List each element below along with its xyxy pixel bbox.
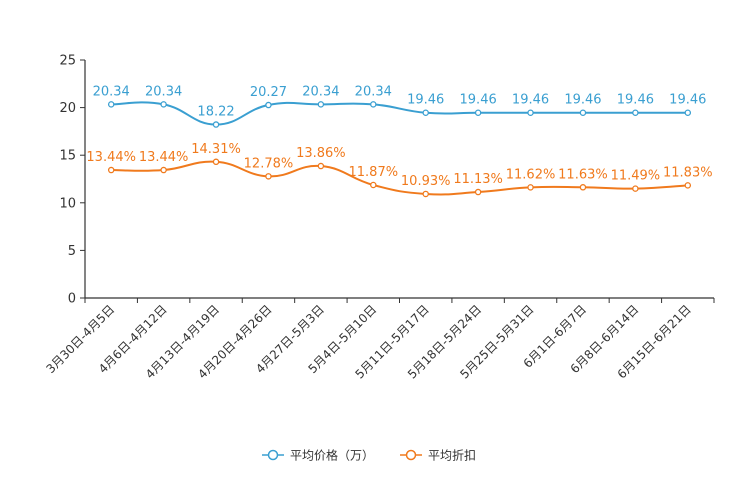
y-tick-label: 5 — [68, 244, 76, 259]
data-label: 19.46 — [564, 93, 601, 108]
data-point — [317, 162, 325, 170]
series-line-1 — [111, 101, 688, 126]
data-point — [422, 109, 429, 116]
data-label: 12.78% — [244, 156, 294, 171]
legend-swatch-marker — [267, 449, 279, 461]
data-point — [632, 185, 639, 192]
data-point — [579, 109, 587, 116]
data-label: 13.44% — [139, 150, 189, 165]
data-point — [579, 184, 587, 191]
data-point — [527, 109, 534, 116]
y-tick-label: 0 — [68, 292, 76, 307]
y-tick-label: 25 — [59, 54, 76, 69]
data-point — [107, 101, 115, 108]
data-point — [370, 181, 377, 189]
data-label: 20.34 — [145, 84, 182, 99]
data-point — [212, 158, 220, 166]
data-point — [527, 184, 534, 191]
data-point — [684, 109, 692, 116]
data-label: 13.44% — [86, 150, 136, 165]
legend-swatch-marker — [405, 449, 417, 461]
series-line-2 — [111, 160, 688, 196]
data-point — [684, 182, 692, 189]
data-point — [422, 190, 429, 198]
data-label: 20.34 — [355, 84, 392, 99]
data-label: 19.46 — [460, 93, 497, 108]
data-point — [212, 121, 220, 128]
data-point — [317, 101, 325, 108]
data-label: 19.46 — [407, 93, 444, 108]
data-label: 10.93% — [401, 174, 451, 189]
data-label: 13.86% — [296, 146, 346, 161]
data-label: 19.46 — [669, 93, 706, 108]
data-point — [265, 101, 272, 109]
data-label: 20.27 — [250, 85, 287, 100]
data-label: 11.49% — [611, 169, 661, 184]
data-label: 11.87% — [349, 165, 399, 180]
data-point — [370, 101, 377, 108]
y-tick-label: 10 — [59, 196, 76, 211]
data-label: 11.83% — [663, 165, 713, 180]
data-point — [474, 109, 482, 116]
data-label: 20.34 — [302, 84, 339, 99]
data-point — [107, 166, 115, 174]
data-point — [265, 173, 272, 180]
data-point — [474, 188, 482, 196]
y-tick-label: 15 — [59, 149, 76, 164]
data-label: 14.31% — [191, 142, 241, 157]
data-label: 19.46 — [617, 93, 654, 108]
data-point — [160, 101, 167, 108]
data-label: 18.22 — [197, 105, 234, 120]
data-label: 20.34 — [93, 84, 130, 99]
legend-label: 平均价格（万） — [290, 448, 374, 463]
data-point — [632, 109, 639, 116]
data-point — [160, 166, 167, 174]
data-label: 11.13% — [453, 172, 503, 187]
data-label: 11.62% — [506, 167, 556, 182]
y-tick-label: 20 — [59, 101, 76, 116]
legend-label: 平均折扣 — [428, 448, 476, 463]
data-label: 19.46 — [512, 93, 549, 108]
data-label: 11.63% — [558, 167, 608, 182]
